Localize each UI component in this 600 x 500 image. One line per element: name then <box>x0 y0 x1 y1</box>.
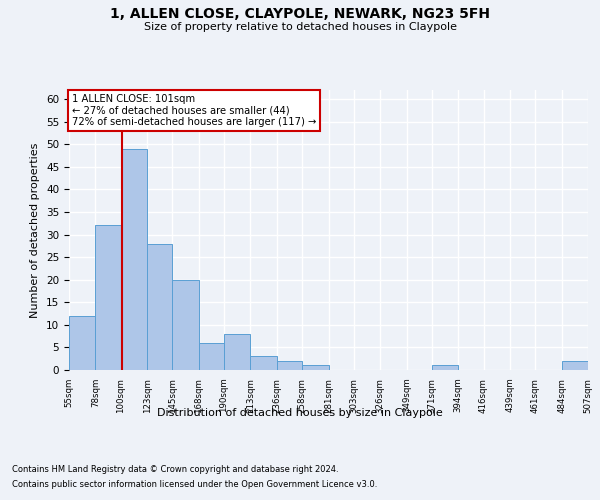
Bar <box>277 361 302 370</box>
Text: Size of property relative to detached houses in Claypole: Size of property relative to detached ho… <box>143 22 457 32</box>
Bar <box>250 356 277 370</box>
Bar <box>224 334 250 370</box>
Bar <box>147 244 172 370</box>
Text: 1, ALLEN CLOSE, CLAYPOLE, NEWARK, NG23 5FH: 1, ALLEN CLOSE, CLAYPOLE, NEWARK, NG23 5… <box>110 8 490 22</box>
Text: Contains public sector information licensed under the Open Government Licence v3: Contains public sector information licen… <box>12 480 377 489</box>
Y-axis label: Number of detached properties: Number of detached properties <box>31 142 40 318</box>
Bar <box>69 316 95 370</box>
Bar <box>562 361 588 370</box>
Bar <box>432 366 458 370</box>
Text: Contains HM Land Registry data © Crown copyright and database right 2024.: Contains HM Land Registry data © Crown c… <box>12 465 338 474</box>
Text: 1 ALLEN CLOSE: 101sqm
← 27% of detached houses are smaller (44)
72% of semi-deta: 1 ALLEN CLOSE: 101sqm ← 27% of detached … <box>71 94 316 128</box>
Bar <box>302 366 329 370</box>
Bar <box>172 280 199 370</box>
Bar <box>121 148 147 370</box>
Bar <box>199 343 224 370</box>
Bar <box>95 226 121 370</box>
Text: Distribution of detached houses by size in Claypole: Distribution of detached houses by size … <box>157 408 443 418</box>
